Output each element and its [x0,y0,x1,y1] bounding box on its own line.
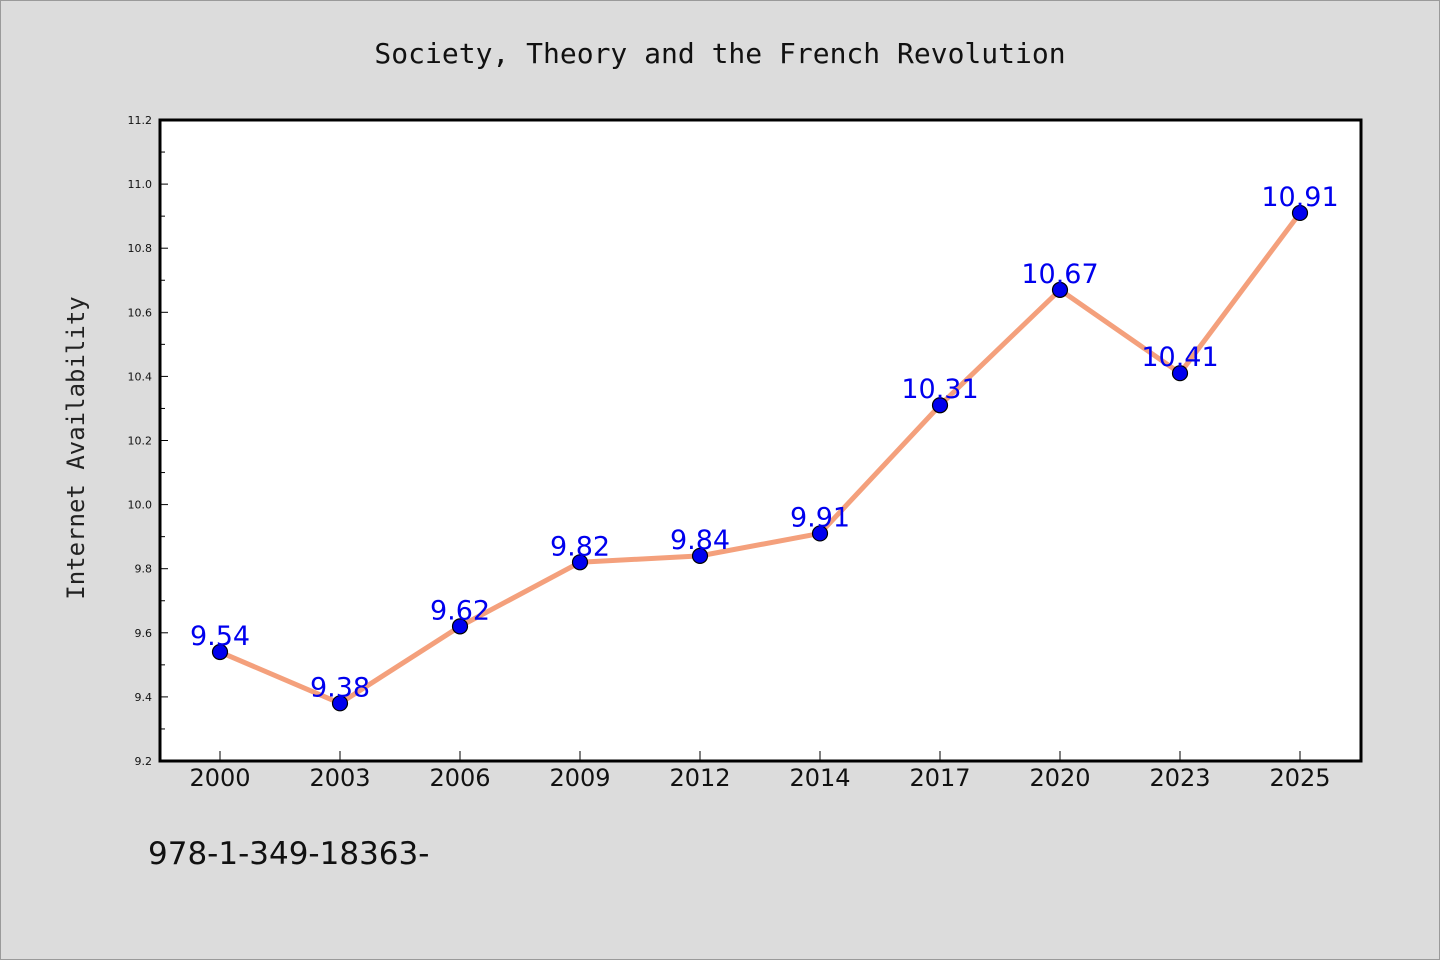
data-point [571,554,589,571]
x-tick-label: 2000 [189,764,250,792]
data-label: 10.31 [901,374,978,405]
data-point [811,525,829,542]
data-label: 10.41 [1141,342,1218,373]
data-label: 9.38 [310,672,370,703]
y-tick-label: 10.0 [128,499,153,512]
data-label: 10.67 [1021,259,1098,290]
x-tick-label: 2009 [549,764,610,792]
y-axis-label: Internet Availability [62,296,90,599]
data-label: 9.82 [550,531,610,562]
data-label: 10.91 [1261,182,1338,213]
series-1: 9.54 9.38 9.62 9.82 9.84 9.91 10.31 10.67 10.41 1… [190,182,1339,712]
x-tick-label: 2017 [909,764,970,792]
y-tick-label: 9.2 [135,755,153,768]
data-point [1051,281,1069,298]
data-label: 9.62 [430,595,490,626]
x-tick-label: 2012 [669,764,730,792]
data-label: 9.84 [670,525,730,556]
series-line [217,210,1303,706]
x-axis: 2000 2003 2006 2009 2012 2014 2017 2020 2023 2025 [189,751,1331,792]
data-label: 9.91 [790,502,850,533]
footer-text: 978-1-349-18363- [148,836,429,872]
data-point [931,397,949,414]
y-tick-label: 10.6 [128,306,153,319]
data-point [1171,365,1189,382]
x-tick-label: 2014 [789,764,850,792]
y-tick-label: 9.4 [135,691,153,704]
x-tick-label: 2023 [1149,764,1210,792]
data-point [331,695,349,712]
x-tick-label: 2025 [1269,764,1330,792]
y-tick-label: 10.2 [128,435,153,448]
x-tick-label: 2003 [309,764,370,792]
x-tick-label: 2020 [1029,764,1090,792]
plot-area [158,118,1363,763]
y-tick-label: 10.8 [128,242,153,255]
y-tick-label: 9.8 [135,563,153,576]
y-axis: 9.2 9.4 9.6 9.8 10.0 10.2 10.4 10.6 10.8 11.0 11.2 [128,114,168,768]
x-tick-label: 2006 [429,764,490,792]
y-tick-label: 11.2 [128,114,153,127]
y-tick-label: 10.4 [128,370,153,383]
data-point [211,643,229,661]
chart-title: Society, Theory and the French Revolutio… [374,37,1065,70]
y-tick-label: 9.6 [135,627,153,640]
data-label: 9.54 [190,621,250,652]
data-point [691,547,709,564]
data-point [451,618,469,635]
y-tick-label: 11.0 [128,178,153,191]
data-point [1291,204,1309,222]
